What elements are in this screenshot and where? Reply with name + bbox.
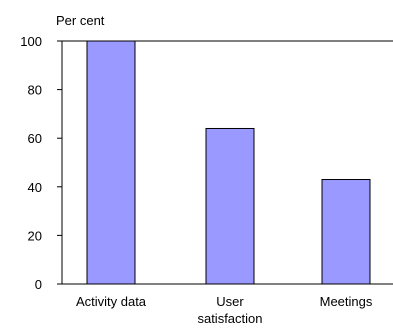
y-tick-label: 100 bbox=[20, 34, 42, 49]
x-tick-label: Activity data bbox=[76, 294, 147, 309]
y-axis-title: Per cent bbox=[56, 13, 105, 28]
y-tick-label: 40 bbox=[28, 180, 42, 195]
y-tick-label: 60 bbox=[28, 131, 42, 146]
axes bbox=[61, 40, 393, 285]
x-tick-label: User satisfaction bbox=[197, 294, 262, 326]
y-tick-label: 0 bbox=[35, 277, 42, 292]
bar-3 bbox=[321, 179, 371, 285]
y-tick-label: 80 bbox=[28, 83, 42, 98]
y-ticks: 0 20 40 60 80 100 bbox=[20, 34, 62, 292]
bars bbox=[86, 40, 371, 285]
x-tick-labels: Activity data User satisfaction Meetings bbox=[76, 294, 373, 326]
x-tick-label: Meetings bbox=[320, 294, 373, 309]
y-tick-label: 20 bbox=[28, 228, 42, 243]
bar-2 bbox=[205, 127, 255, 285]
bar-1 bbox=[86, 40, 136, 285]
